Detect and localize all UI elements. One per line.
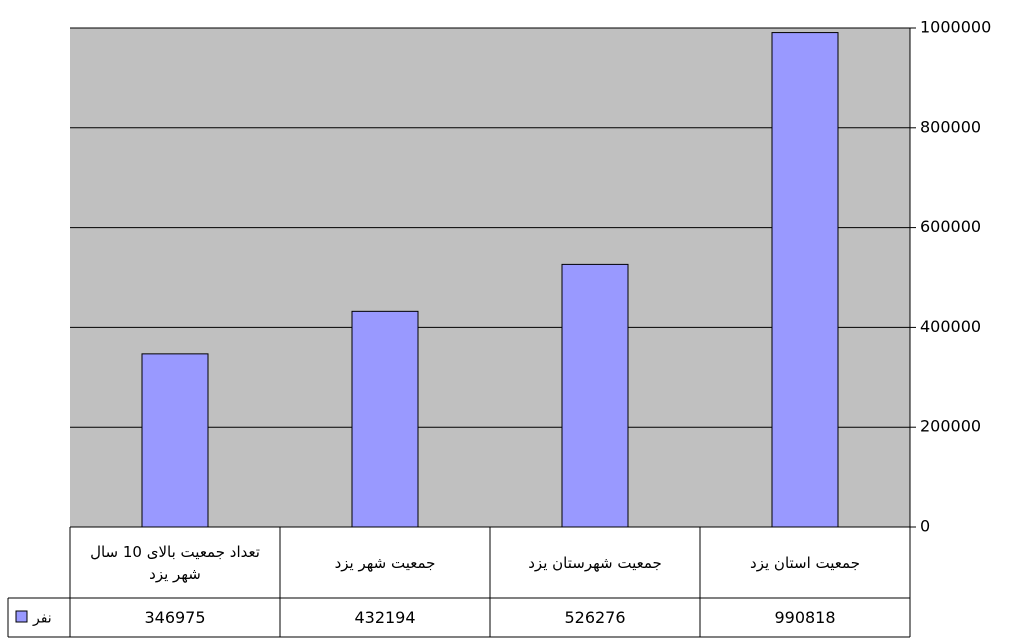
legend-label: نفر: [32, 611, 52, 627]
y-tick-label: 0: [920, 517, 930, 536]
category-label-cell: تعداد جمعیت بالای 10 سال شهر یزد: [70, 527, 280, 598]
category-label: جمعیت شهرستان یزد: [490, 527, 700, 598]
table-value: 526276: [564, 608, 625, 627]
y-tick-label: 200000: [920, 417, 981, 436]
y-tick-label: 600000: [920, 217, 981, 236]
category-label-cell: جمعیت شهر یزد: [280, 527, 490, 598]
category-label: جمعیت استان یزد: [700, 527, 910, 598]
y-tick-label: 400000: [920, 317, 981, 336]
category-label: جمعیت شهر یزد: [280, 527, 490, 598]
table-value: 990818: [774, 608, 835, 627]
category-label: تعداد جمعیت بالای 10 سال شهر یزد: [70, 527, 280, 598]
table-value: 432194: [354, 608, 415, 627]
chart: 0 200000 400000 600000 800000 1000000 تعداد جم…: [0, 0, 1013, 639]
bar: [142, 354, 208, 527]
table-value: 346975: [144, 608, 205, 627]
legend-swatch: [16, 611, 27, 622]
category-label-cell: جمعیت استان یزد: [700, 527, 910, 598]
bar: [772, 33, 838, 527]
bar: [352, 311, 418, 527]
category-label-cell: جمعیت شهرستان یزد: [490, 527, 700, 598]
y-tick-label: 1000000: [920, 18, 991, 37]
bar: [562, 264, 628, 527]
y-tick-label: 800000: [920, 117, 981, 136]
